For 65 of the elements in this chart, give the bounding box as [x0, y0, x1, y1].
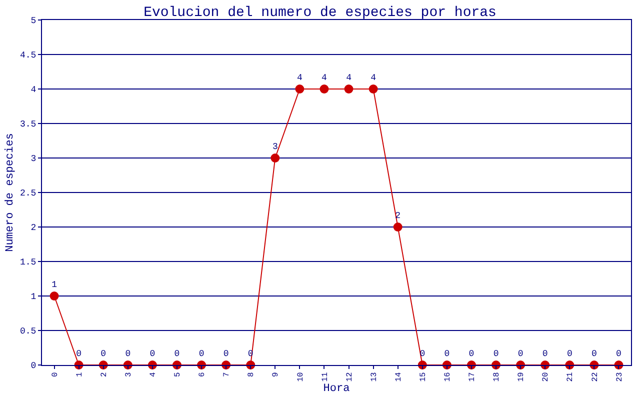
- data-label: 0: [76, 349, 82, 360]
- point: [295, 84, 304, 94]
- x-tick-label: 8: [247, 372, 256, 378]
- y-tick-label: 4.5: [20, 50, 36, 61]
- x-tick-label: 6: [198, 372, 208, 378]
- data-label: 0: [591, 349, 597, 360]
- x-tick-label: 17: [468, 372, 478, 382]
- x-tick-label: 21: [566, 372, 576, 382]
- data-label: 0: [150, 349, 156, 360]
- x-tick-label: 4: [149, 372, 158, 378]
- x-tick-label: 5: [174, 372, 183, 378]
- data-label: 0: [616, 349, 622, 360]
- data-label: 0: [444, 349, 450, 360]
- x-tick-label: 1: [75, 372, 84, 378]
- data-label: 4: [370, 73, 376, 84]
- data-label: 4: [322, 73, 327, 84]
- x-tick-label: 2: [100, 372, 109, 378]
- y-tick-label: 0.5: [20, 326, 36, 337]
- y-tick-label: 4: [30, 85, 36, 96]
- point: [270, 154, 280, 162]
- x-tick-label: 20: [542, 372, 551, 382]
- x-tick-label: 9: [272, 372, 281, 378]
- x-tick-label: 16: [444, 372, 453, 382]
- x-tick-label: 23: [615, 372, 624, 382]
- data-label: 0: [198, 349, 204, 360]
- x-axis-title: Hora: [323, 383, 350, 396]
- x-tick-label: 22: [590, 372, 600, 382]
- point: [50, 292, 59, 300]
- point: [368, 84, 378, 94]
- point: [320, 84, 329, 94]
- x-tick-label: 12: [345, 372, 354, 382]
- data-label: 0: [174, 349, 180, 360]
- data-label: 0: [223, 349, 229, 360]
- y-tick-label: 3: [30, 154, 36, 164]
- x-tick-label: 15: [419, 372, 428, 382]
- y-tick-label: 1.5: [20, 258, 36, 268]
- chart-title: Evolucion del numero de especies por horas: [144, 4, 496, 21]
- data-label: 0: [100, 349, 106, 360]
- x-tick-label: 7: [222, 372, 232, 378]
- x-tick-label: 18: [492, 372, 502, 382]
- data-label: 4: [296, 73, 302, 84]
- x-tick-label: 3: [124, 372, 134, 378]
- y-tick-label: 2.5: [20, 188, 36, 199]
- data-label: 0: [493, 349, 499, 360]
- data-label: 4: [346, 73, 352, 84]
- data-label: 0: [125, 349, 131, 360]
- y-tick-label: 2: [30, 223, 36, 234]
- x-tick-label: 11: [320, 372, 330, 382]
- y-tick-label: 3.5: [20, 120, 36, 130]
- data-label: 3: [272, 142, 278, 152]
- point: [344, 84, 354, 94]
- data-label: 1: [52, 280, 57, 290]
- x-tick-label: 14: [394, 372, 404, 382]
- point: [393, 222, 402, 232]
- y-tick-label: 1: [30, 292, 36, 302]
- y-axis-title: Numero de especies: [4, 133, 17, 252]
- data-label: 0: [518, 349, 524, 360]
- data-label: 0: [542, 349, 548, 360]
- x-tick-label: 0: [50, 372, 60, 378]
- y-tick-label: 5: [30, 16, 36, 26]
- x-tick-label: 19: [517, 372, 526, 382]
- data-label: 0: [468, 349, 474, 360]
- x-tick-label: 13: [370, 372, 379, 382]
- x-tick-label: 10: [296, 372, 306, 382]
- data-label: 0: [566, 349, 572, 360]
